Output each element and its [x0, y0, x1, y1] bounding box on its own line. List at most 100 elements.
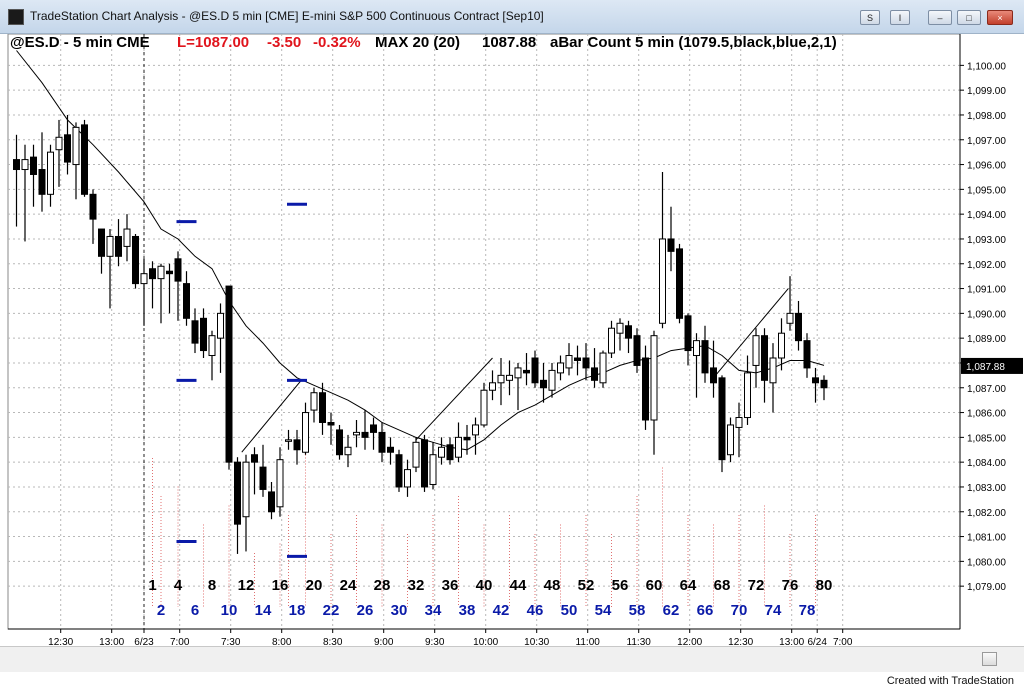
candle-body: [344, 446, 352, 456]
candle-body: [276, 459, 284, 508]
y-tick-label: 1,094.00: [967, 210, 1006, 221]
bar-count-black: 48: [544, 577, 561, 594]
bar-count-blue: 30: [391, 602, 408, 619]
candle-body: [616, 322, 624, 334]
y-tick-label: 1,091.00: [967, 285, 1006, 296]
candle-body: [225, 285, 233, 463]
candle-body: [387, 446, 394, 453]
candle-body: [149, 268, 156, 280]
bar-count-blue: 6: [191, 602, 199, 619]
candle-body: [98, 228, 105, 257]
candle-body: [200, 317, 207, 352]
candle-body: [506, 374, 513, 381]
x-tick-label: 11:30: [627, 637, 652, 646]
candle-body: [642, 357, 649, 421]
candle-body: [327, 421, 335, 426]
candle-body: [514, 367, 522, 379]
x-tick-label: 8:30: [323, 637, 343, 646]
trend-line: [241, 380, 302, 453]
pct-change-label: -0.32%: [313, 34, 361, 51]
candle-body: [778, 332, 785, 359]
candle-body: [106, 235, 114, 257]
candle-body: [803, 340, 811, 369]
x-tick-label: 7:00: [170, 637, 190, 646]
chart-area[interactable]: 1 4 8 12 16 20 24 28 32 36 40 44 48 52 56 60 64 68 72 76 80 2…: [0, 33, 1024, 648]
trend-line: [415, 357, 493, 441]
symbol-link-button[interactable]: S: [860, 10, 880, 25]
bar-count-black: 76: [782, 577, 799, 594]
candle-body: [523, 369, 530, 374]
y-tick-label: 1,098.00: [967, 111, 1006, 122]
minimize-button[interactable]: –: [928, 10, 952, 25]
bar-count-blue: 70: [731, 602, 748, 619]
bar-count-blue: 54: [595, 602, 612, 619]
candle-body: [234, 461, 241, 525]
bar-count-black: 4: [174, 577, 183, 594]
bar-count-blue: 42: [493, 602, 510, 619]
x-tick-label: 12:00: [677, 637, 702, 646]
candle-body: [191, 320, 199, 344]
time-axis: 12:30 13:00 6/23 7:00 7:30 8:00 8:30 9:00 9:30 10…: [8, 628, 960, 648]
bar-count-black: 60: [646, 577, 663, 594]
candle-body: [140, 273, 148, 285]
candle-body: [735, 417, 743, 428]
horizontal-scrollbar[interactable]: [0, 646, 1024, 673]
candle-body: [557, 362, 564, 374]
bar-count-blue: 46: [527, 602, 544, 619]
bar-count-black: 12: [238, 577, 255, 594]
bar-count-blue: 66: [697, 602, 714, 619]
bar-count-blue: 14: [255, 602, 272, 619]
candle-body: [455, 436, 462, 458]
candle-body: [55, 136, 63, 151]
candle-body: [599, 352, 607, 384]
candle-body: [47, 151, 54, 195]
candle-body: [463, 436, 471, 441]
close-button[interactable]: ×: [987, 10, 1013, 25]
bar-count-black: 8: [208, 577, 216, 594]
bar-counts: 1 4 8 12 16 20 24 28 32 36 40 44 48 52 56 60 64 68 72 76 802…: [148, 577, 832, 619]
candle-body: [625, 325, 632, 339]
bar-count-blue: 38: [459, 602, 476, 619]
x-tick-label: 9:00: [374, 637, 394, 646]
y-tick-label: 1,099.00: [967, 86, 1006, 97]
candle-body: [302, 412, 309, 453]
candle-body: [183, 283, 190, 319]
candle-body: [752, 335, 760, 366]
candle-body: [727, 424, 734, 456]
y-tick-label: 1,079.00: [967, 582, 1006, 593]
y-tick-label: 1,084.00: [967, 458, 1006, 469]
bar-count-black: 68: [714, 577, 731, 594]
y-tick-label: 1,096.00: [967, 161, 1006, 172]
price-chart[interactable]: 1 4 8 12 16 20 24 28 32 36 40 44 48 52 56 60 64 68 72 76 802…: [0, 33, 1024, 648]
candle-body: [565, 355, 573, 369]
candle-body: [268, 491, 275, 513]
volume-ticks: [152, 448, 816, 607]
last-price-badge: [961, 357, 1023, 374]
candle-body: [157, 265, 165, 280]
candle-body: [293, 439, 301, 451]
candle-body: [72, 126, 80, 166]
candle-body: [38, 169, 46, 195]
candle-body: [446, 444, 454, 461]
maximize-button[interactable]: □: [957, 10, 981, 25]
candle-body: [438, 446, 445, 458]
scroll-right-button[interactable]: [982, 652, 997, 666]
bar-count-black: 72: [748, 577, 765, 594]
indicator-button[interactable]: I: [890, 10, 910, 25]
bar-count-blue: 22: [323, 602, 340, 619]
y-tick-label: 1,086.00: [967, 409, 1006, 420]
x-tick-label: 13:00: [99, 637, 124, 646]
candle-body: [786, 312, 794, 324]
candle-body: [531, 357, 539, 384]
bar-count-blue: 18: [289, 602, 306, 619]
candle-body: [319, 392, 326, 423]
candle-body: [217, 312, 224, 339]
title-bar: TradeStation Chart Analysis - @ES.D 5 mi…: [0, 0, 1024, 34]
bar-count-blue: 50: [561, 602, 578, 619]
candle-body: [574, 357, 581, 361]
bar-count-label: aBar Count 5 min (1079.5,black,blue,2,1): [550, 34, 837, 51]
candle-body: [353, 431, 360, 436]
candle-body: [489, 382, 496, 391]
x-tick-label: 7:00: [833, 637, 853, 646]
bar-count-black: 44: [510, 577, 527, 594]
